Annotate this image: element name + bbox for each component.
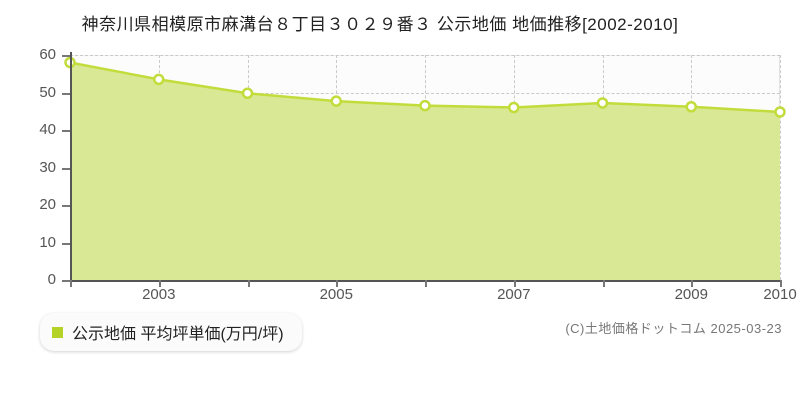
x-tick-mark-2002	[70, 280, 72, 287]
data-point-2006[interactable]	[419, 99, 431, 112]
chart-title: 神奈川県相模原市麻溝台８丁目３０２９番３ 公示地価 地価推移[2002-2010…	[81, 15, 679, 34]
x-tick-mark-2009	[691, 280, 694, 287]
x-tick-mark-2010	[780, 280, 782, 287]
data-point-2004[interactable]	[241, 87, 254, 99]
x-tick-mark-2008	[602, 280, 605, 287]
y-tick-mark-10	[62, 242, 70, 245]
x-tick-label-2003: 2003	[142, 286, 176, 303]
x-tick-label-2005: 2005	[319, 286, 353, 303]
y-axis-line	[70, 52, 72, 282]
y-tick-mark-20	[62, 205, 70, 207]
data-point-2007[interactable]	[508, 101, 520, 114]
x-tick-mark-2006	[425, 280, 427, 287]
y-tick-label-60: 60	[39, 46, 56, 63]
legend-label: 公示地価 平均坪単価(万円/坪)	[72, 326, 284, 343]
plot-area	[64, 55, 786, 280]
legend-swatch-icon	[52, 326, 63, 338]
series-area-line	[64, 56, 786, 280]
data-point-2005[interactable]	[330, 95, 342, 107]
gridline-x-2010	[780, 55, 781, 280]
data-point-2003[interactable]	[153, 73, 165, 86]
data-point-2010[interactable]	[774, 106, 786, 118]
y-tick-label-0: 0	[47, 271, 56, 288]
y-tick-label-10: 10	[39, 233, 56, 251]
footer-credit: (C)土地価格ドットコム 2025-03-23	[565, 321, 782, 336]
y-tick-label-30: 30	[39, 158, 56, 176]
y-tick-label-20: 20	[39, 196, 56, 213]
x-axis-line	[62, 280, 782, 282]
area-fill-path	[70, 62, 780, 280]
y-tick-label-40: 40	[39, 121, 56, 138]
x-tick-mark-2005	[336, 280, 339, 287]
y-tick-label-50: 50	[39, 83, 56, 101]
y-tick-mark-40	[62, 130, 70, 132]
x-tick-label-2007: 2007	[497, 286, 531, 303]
x-tick-mark-2003	[158, 280, 161, 287]
y-tick-mark-30	[62, 167, 70, 170]
legend[interactable]: 公示地価 平均坪単価(万円/坪)	[40, 313, 302, 351]
data-point-markers	[64, 56, 786, 118]
y-tick-mark-0	[62, 280, 70, 282]
data-point-2008[interactable]	[596, 97, 609, 109]
x-tick-mark-2007	[513, 280, 516, 287]
x-tick-label-2009: 2009	[674, 286, 708, 303]
data-point-2009[interactable]	[685, 101, 697, 113]
y-tick-mark-60	[62, 55, 70, 57]
x-tick-label-2010: 2010	[763, 286, 797, 303]
y-tick-mark-50	[62, 92, 70, 95]
x-tick-mark-2004	[247, 280, 250, 287]
